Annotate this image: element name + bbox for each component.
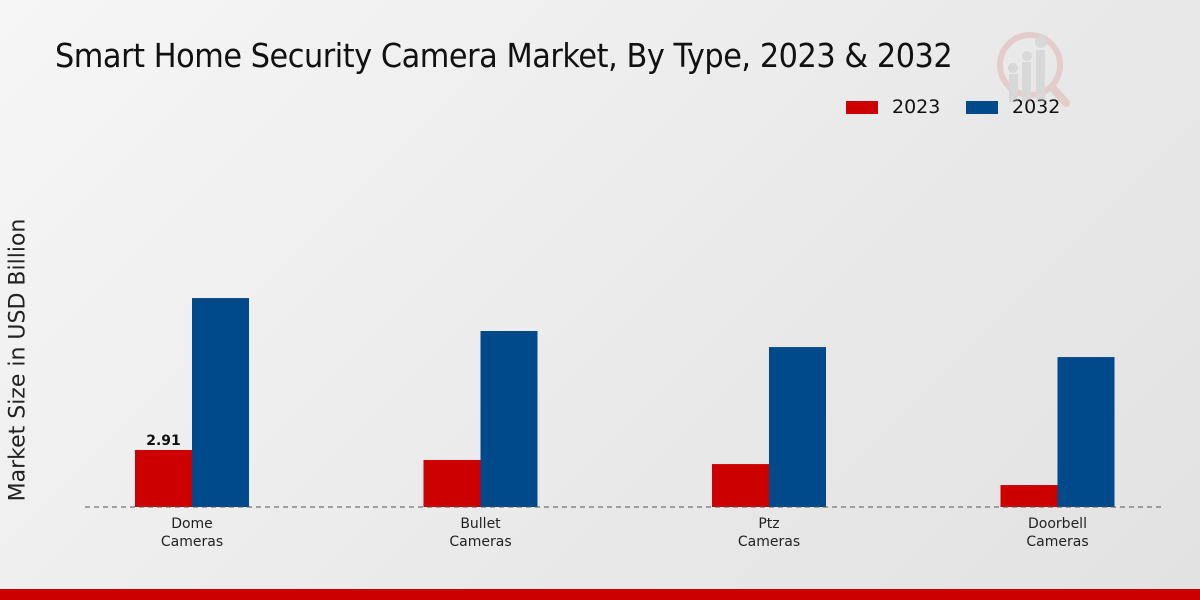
footer-accent-bar — [0, 589, 1200, 600]
x-tick-label: Dome Cameras — [161, 516, 223, 550]
legend-label-2032: 2032 — [1012, 96, 1061, 118]
bar-2023-bullet — [423, 459, 481, 507]
x-tick-label: Doorbell Cameras — [1026, 516, 1088, 550]
legend-swatch-2032 — [966, 100, 998, 114]
legend-item-2023: 2023 — [846, 96, 940, 118]
x-tick-label: Ptz Cameras — [738, 516, 800, 550]
bar-2023-doorbell — [1000, 485, 1058, 507]
watermark-logo-icon — [997, 32, 1070, 107]
bar-2032-bullet — [480, 330, 538, 507]
bar-2032-doorbell — [1057, 357, 1115, 507]
bar-2023-dome — [135, 449, 192, 507]
data-label: 2.91 — [146, 433, 181, 449]
x-tick-label: Bullet Cameras — [449, 516, 511, 550]
legend-label-2023: 2023 — [892, 96, 941, 118]
legend-swatch-2023 — [846, 100, 878, 114]
bar-2032-ptz — [769, 347, 826, 507]
chart-title: Smart Home Security Camera Market, By Ty… — [55, 36, 953, 75]
bar-2032-dome — [192, 298, 249, 507]
legend-item-2032: 2032 — [966, 96, 1060, 118]
bar-2023-ptz — [712, 464, 769, 507]
